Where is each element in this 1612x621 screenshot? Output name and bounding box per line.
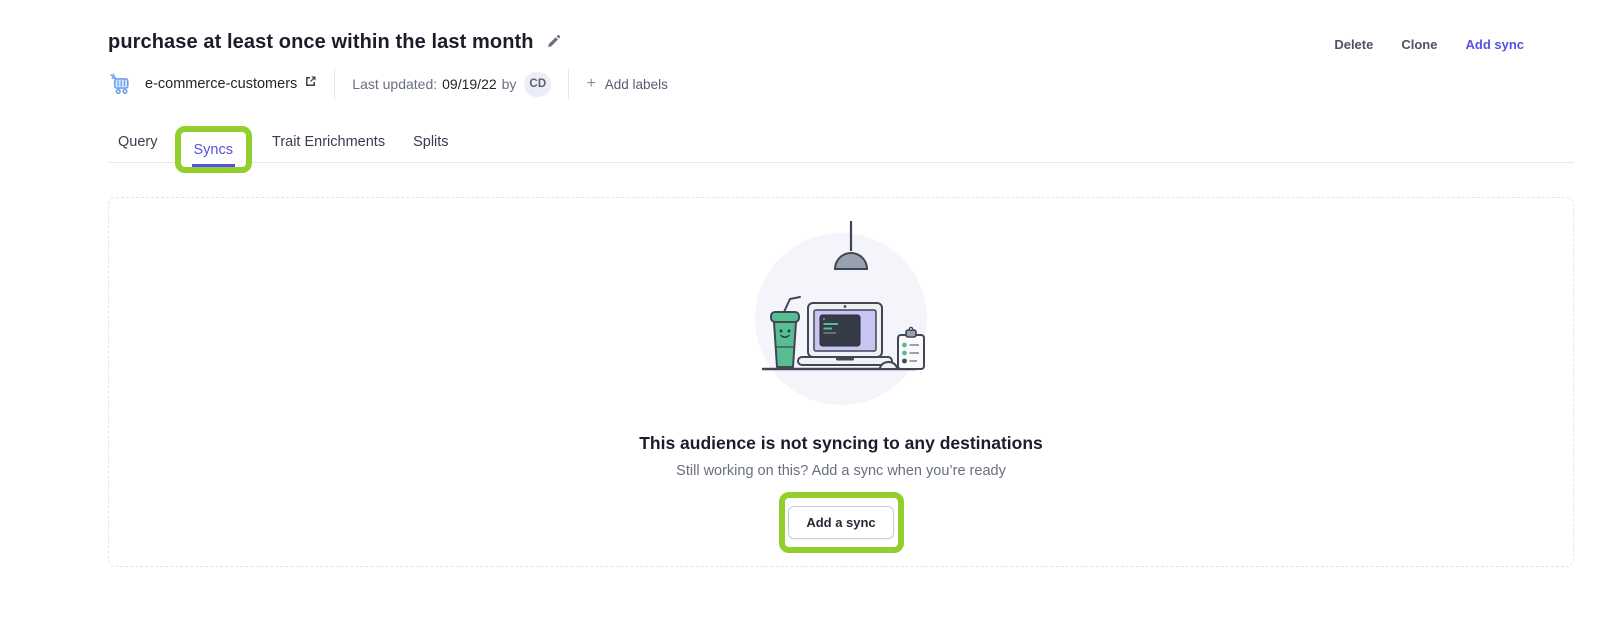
source-audience-link[interactable]: e-commerce-customers	[145, 75, 317, 93]
open-in-new-icon	[304, 75, 317, 93]
user-avatar[interactable]: CD	[524, 71, 552, 97]
shopping-cart-icon	[108, 71, 135, 98]
tab-trait-enrichments[interactable]: Trait Enrichments	[272, 133, 386, 150]
audience-meta-row: e-commerce-customers Last updated: 09/19…	[108, 68, 668, 100]
empty-state-subtext: Still working on this? Add a sync when y…	[676, 463, 1006, 479]
delete-button[interactable]: Delete	[1334, 37, 1374, 52]
page-header: purchase at least once within the last m…	[108, 31, 561, 54]
tab-bar: Query Syncs Trait Enrichments Splits	[108, 121, 1574, 173]
source-audience-name: e-commerce-customers	[145, 76, 298, 92]
tab-query[interactable]: Query	[118, 133, 158, 150]
by-label: by	[501, 76, 517, 92]
annotation-highlight-add-sync-button: Add a sync	[778, 492, 904, 553]
last-updated-group: Last updated: 09/19/22 by CD	[352, 71, 552, 97]
plus-icon: +	[586, 75, 596, 92]
add-labels-label: Add labels	[604, 76, 668, 92]
divider	[334, 69, 336, 99]
add-labels-button[interactable]: + Add labels	[586, 76, 667, 92]
annotation-highlight-syncs-tab: Syncs	[174, 126, 252, 173]
clone-button[interactable]: Clone	[1401, 37, 1438, 52]
syncs-empty-state-panel: This audience is not syncing to any dest…	[108, 197, 1574, 567]
empty-state-heading: This audience is not syncing to any dest…	[639, 433, 1043, 453]
page-title: purchase at least once within the last m…	[108, 31, 534, 53]
last-updated-label: Last updated:	[352, 76, 438, 92]
pencil-icon	[546, 34, 561, 52]
add-a-sync-button[interactable]: Add a sync	[788, 506, 894, 539]
tab-splits[interactable]: Splits	[413, 133, 449, 150]
tab-syncs[interactable]: Syncs	[191, 133, 235, 167]
add-sync-header-button[interactable]: Add sync	[1465, 37, 1524, 52]
last-updated-date: 09/19/22	[442, 76, 497, 92]
header-actions: Delete Clone Add sync	[1334, 37, 1524, 52]
desk-laptop-illustration	[750, 219, 932, 410]
divider	[568, 69, 570, 99]
edit-title-button[interactable]	[546, 34, 561, 52]
